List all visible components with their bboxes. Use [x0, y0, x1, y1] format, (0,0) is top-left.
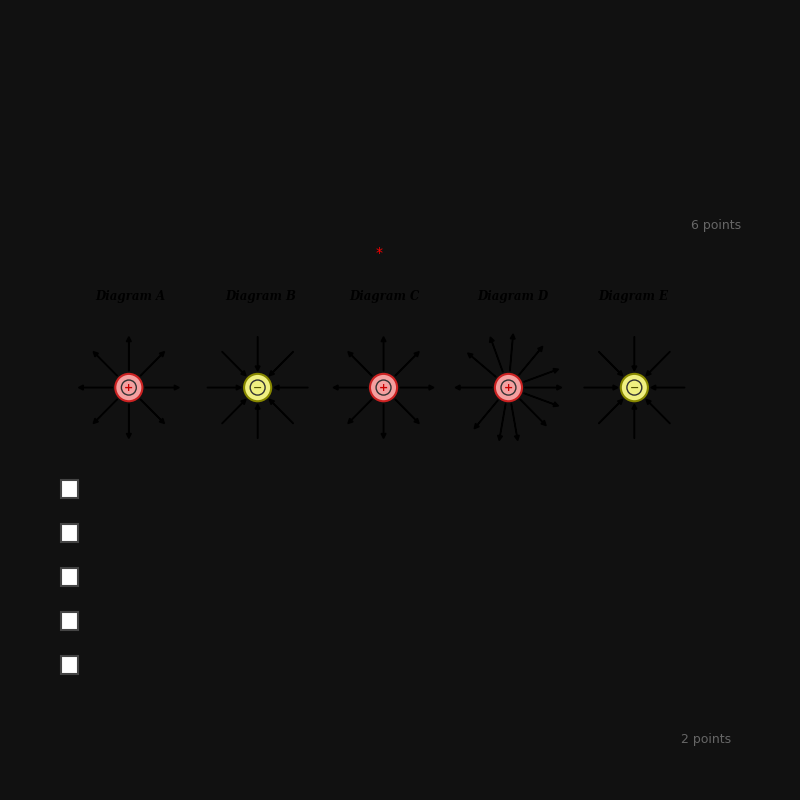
FancyArrow shape — [207, 385, 241, 390]
FancyArrow shape — [524, 393, 558, 406]
FancyArrow shape — [140, 352, 165, 376]
Circle shape — [621, 374, 648, 402]
FancyArrow shape — [348, 352, 372, 376]
FancyArrow shape — [584, 385, 618, 390]
FancyBboxPatch shape — [61, 525, 78, 542]
FancyArrow shape — [510, 334, 515, 371]
FancyArrow shape — [146, 385, 179, 390]
Text: of thes   atterns are incorrect? Select all that apply.: of thes atterns are incorrect? Select al… — [50, 246, 410, 260]
FancyArrow shape — [598, 399, 622, 424]
Text: Diagram C: Diagram C — [350, 290, 420, 302]
Text: +: + — [379, 382, 388, 393]
FancyArrow shape — [126, 337, 131, 371]
FancyArrow shape — [94, 352, 118, 376]
FancyArrow shape — [222, 399, 246, 424]
FancyArrow shape — [381, 404, 386, 438]
Circle shape — [115, 374, 142, 402]
FancyBboxPatch shape — [61, 613, 78, 630]
FancyArrow shape — [255, 404, 260, 438]
FancyArrow shape — [525, 385, 562, 390]
Text: Diagram E: Diagram E — [598, 290, 669, 302]
FancyBboxPatch shape — [61, 657, 78, 674]
FancyArrow shape — [498, 404, 506, 441]
FancyArrow shape — [140, 399, 165, 423]
Text: Several ele  tric field line patterns are shown in the diagram below. Which: Several ele tric field line patterns are… — [50, 219, 563, 234]
Text: Diagram A: Diagram A — [95, 290, 165, 302]
Text: B: B — [86, 526, 96, 540]
Circle shape — [495, 374, 522, 402]
FancyArrow shape — [381, 337, 386, 371]
Text: Diagram B: Diagram B — [226, 290, 297, 302]
Text: +: + — [504, 382, 513, 393]
Circle shape — [370, 374, 397, 402]
FancyArrow shape — [490, 337, 503, 372]
FancyArrow shape — [78, 385, 112, 390]
FancyArrow shape — [270, 351, 294, 376]
Text: Diagram D: Diagram D — [478, 290, 549, 302]
Text: −: − — [630, 382, 639, 393]
FancyArrow shape — [348, 399, 372, 423]
FancyArrow shape — [395, 399, 419, 423]
FancyArrow shape — [474, 400, 498, 429]
FancyArrow shape — [520, 399, 546, 426]
Text: D: D — [86, 614, 97, 628]
FancyBboxPatch shape — [61, 569, 78, 586]
FancyArrow shape — [651, 385, 685, 390]
FancyArrow shape — [94, 399, 118, 423]
Circle shape — [244, 374, 271, 402]
Text: 6 points: 6 points — [690, 219, 741, 232]
Text: C: C — [86, 570, 96, 584]
FancyArrow shape — [222, 351, 246, 376]
FancyArrow shape — [632, 404, 637, 438]
FancyArrow shape — [632, 337, 637, 371]
Text: Which particle has a greater charge? *: Which particle has a greater charge? * — [50, 733, 318, 747]
FancyArrow shape — [255, 337, 260, 371]
Text: E: E — [86, 658, 95, 672]
Text: −: − — [253, 382, 262, 393]
FancyArrow shape — [598, 351, 622, 376]
FancyBboxPatch shape — [61, 481, 78, 498]
FancyArrow shape — [519, 346, 542, 375]
FancyArrow shape — [511, 404, 519, 441]
FancyArrow shape — [333, 385, 367, 390]
FancyArrow shape — [468, 353, 496, 377]
FancyArrow shape — [400, 385, 434, 390]
Text: 2 points: 2 points — [681, 734, 731, 746]
FancyArrow shape — [274, 385, 308, 390]
FancyArrow shape — [646, 351, 670, 376]
FancyArrow shape — [646, 399, 670, 424]
FancyArrow shape — [395, 352, 419, 376]
FancyArrow shape — [524, 369, 558, 382]
FancyArrow shape — [126, 404, 131, 438]
Text: *: * — [376, 246, 382, 260]
Text: A: A — [86, 482, 96, 496]
FancyArrow shape — [270, 399, 294, 424]
Text: +: + — [124, 382, 134, 393]
FancyArrow shape — [455, 385, 492, 390]
